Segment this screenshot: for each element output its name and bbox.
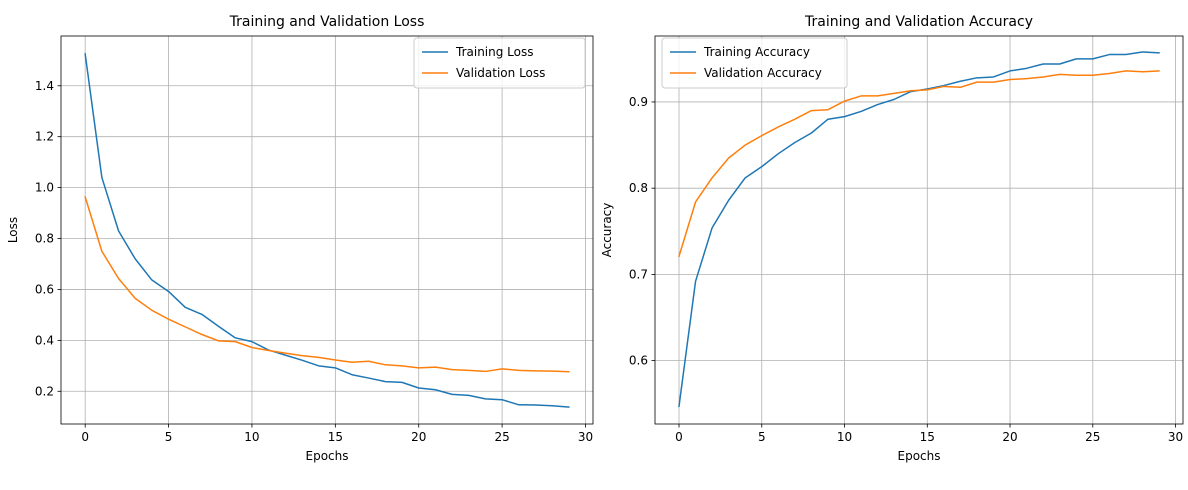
series-line-training-loss <box>84 53 570 408</box>
legend-box <box>413 37 586 89</box>
x-tick-label: 5 <box>165 430 173 444</box>
y-axis-label: Accuracy <box>600 203 614 258</box>
x-tick-label: 25 <box>1085 430 1100 444</box>
legend-entry: Training Loss <box>455 45 533 59</box>
legend-entry: Training Accuracy <box>703 45 810 59</box>
y-tick-label: 0.2 <box>35 384 54 398</box>
y-tick-label: 0.8 <box>629 181 648 195</box>
series-line-validation-accuracy <box>678 70 1160 258</box>
x-tick-label: 5 <box>758 430 766 444</box>
chart-title: Training and Validation Accuracy <box>804 14 1033 30</box>
x-tick-label: 10 <box>244 430 259 444</box>
y-tick-label: 1.0 <box>35 181 54 195</box>
x-tick-label: 20 <box>411 430 426 444</box>
y-tick-label: 0.6 <box>35 282 54 296</box>
legend: Training Loss Validation Loss <box>413 37 586 89</box>
x-tick-label: 30 <box>578 430 593 444</box>
legend-entry: Validation Loss <box>456 66 545 80</box>
chart-title: Training and Validation Loss <box>229 14 425 30</box>
x-tick-label: 25 <box>494 430 509 444</box>
axes-frame <box>60 35 594 425</box>
x-tick-label: 15 <box>328 430 343 444</box>
y-tick-label: 0.6 <box>629 354 648 368</box>
legend-entry: Validation Accuracy <box>704 66 822 80</box>
chart-panel-2: 0 5 10 15 20 25 30 0.6 0.7 0.8 0.9 Training and Val… <box>600 14 1184 463</box>
x-tick-label: 0 <box>675 430 683 444</box>
y-tick-label: 0.9 <box>629 95 648 109</box>
x-axis-label: Epochs <box>898 449 941 463</box>
y-tick-label: 1.2 <box>35 130 54 144</box>
y-tick-label: 0.4 <box>35 333 54 347</box>
x-tick-label: 0 <box>81 430 89 444</box>
chart-panel-1: 0 5 10 15 20 25 30 0.2 0.4 0.6 0.8 1.0 1.2 1.4 Trainin… <box>6 14 594 463</box>
x-tick-label: 10 <box>837 430 852 444</box>
y-tick-label: 0.7 <box>629 267 648 281</box>
axes-frame <box>654 35 1184 425</box>
series-line-validation-loss <box>84 196 570 373</box>
x-axis-label: Epochs <box>306 449 349 463</box>
y-tick-label: 0.8 <box>35 232 54 246</box>
x-tick-label: 20 <box>1002 430 1017 444</box>
x-tick-label: 30 <box>1168 430 1183 444</box>
y-tick-label: 1.4 <box>35 79 54 93</box>
legend-box <box>661 37 848 89</box>
y-axis-label: Loss <box>6 217 20 243</box>
legend: Training Accuracy Validation Accuracy <box>661 37 848 89</box>
x-tick-label: 15 <box>920 430 935 444</box>
